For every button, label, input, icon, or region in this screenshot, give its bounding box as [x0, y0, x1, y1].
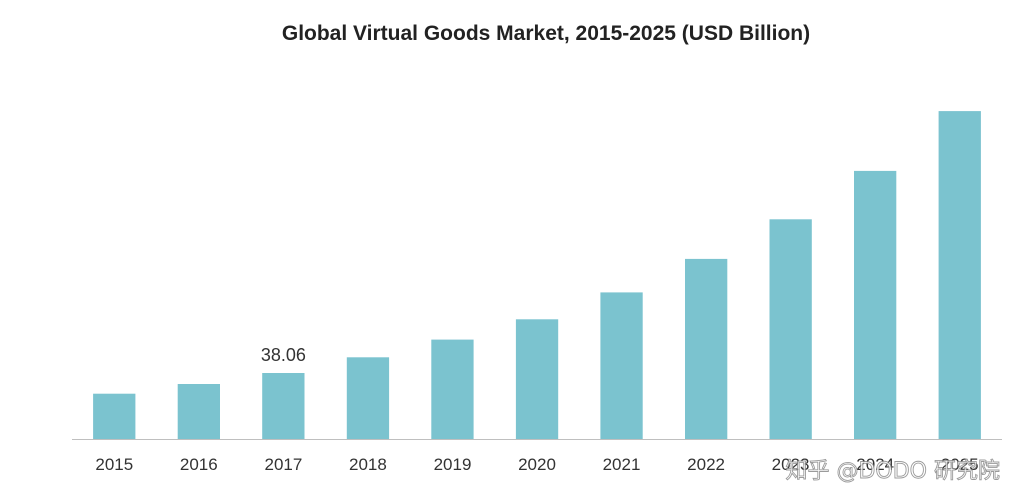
bar-2023: [769, 219, 812, 439]
bar-2016: [177, 384, 220, 439]
bar-2018: [346, 357, 390, 439]
x-tick-label-2025: 2025: [941, 455, 979, 474]
bar-2015: [93, 393, 136, 439]
x-tick-label-2022: 2022: [687, 455, 725, 474]
bar-2020: [515, 319, 559, 439]
x-tick-labels: 2015 2016 2017 2018 2019 2020 2021 2022 2023 2024…: [95, 455, 978, 474]
x-tick-label-2024: 2024: [856, 455, 894, 474]
x-tick-label-2017: 2017: [264, 455, 302, 474]
x-tick-label-2018: 2018: [349, 455, 387, 474]
x-tick-label-2021: 2021: [603, 455, 641, 474]
data-labels: 38.06: [261, 345, 306, 365]
data-label-2017: 38.06: [261, 345, 306, 365]
bar-2017: [262, 373, 305, 439]
chart-title: Global Virtual Goods Market, 2015-2025 (…: [282, 22, 810, 45]
x-tick-label-2015: 2015: [95, 455, 133, 474]
bar-2024: [854, 170, 897, 439]
x-tick-label-2023: 2023: [772, 455, 810, 474]
bar-2021: [600, 292, 643, 439]
watermark: 知乎 @DODO 研究院: [785, 459, 1000, 484]
bar-2025: [938, 111, 981, 439]
x-tick-label-2020: 2020: [518, 455, 556, 474]
x-tick-label-2016: 2016: [180, 455, 218, 474]
bars-group: [93, 111, 981, 439]
x-tick-label-2019: 2019: [434, 455, 472, 474]
bar-2019: [431, 339, 474, 439]
bar-2022: [685, 258, 728, 439]
